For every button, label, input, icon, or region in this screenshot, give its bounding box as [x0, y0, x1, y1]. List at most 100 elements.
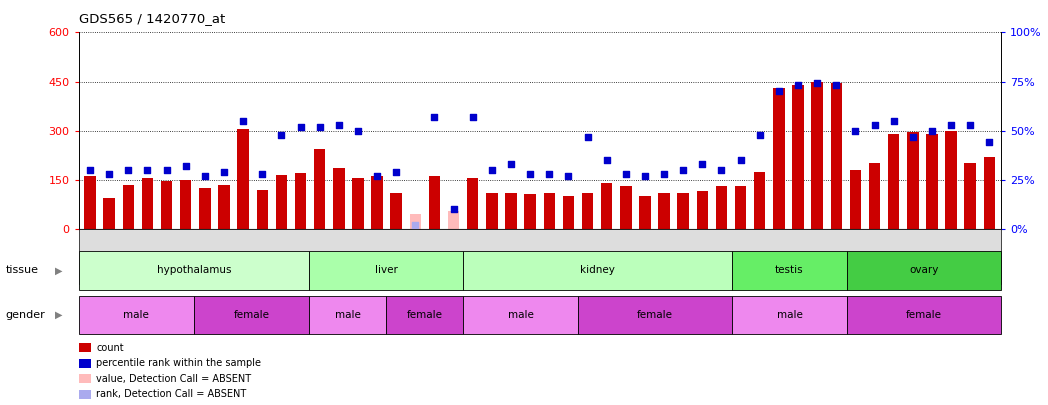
Bar — [161, 181, 172, 229]
Bar — [352, 178, 364, 229]
Point — [254, 171, 270, 177]
Point — [119, 167, 136, 173]
Point — [369, 173, 386, 179]
Point — [139, 167, 156, 173]
Text: tissue: tissue — [5, 265, 38, 275]
Bar — [294, 173, 306, 229]
Text: female: female — [905, 310, 942, 320]
Bar — [218, 185, 230, 229]
Point — [464, 114, 481, 120]
Point — [483, 167, 500, 173]
Text: hypothalamus: hypothalamus — [156, 265, 232, 275]
Point — [292, 124, 309, 130]
Point — [503, 161, 520, 167]
Point — [560, 173, 576, 179]
Bar — [582, 193, 593, 229]
Text: liver: liver — [374, 265, 397, 275]
Text: value, Detection Call = ABSENT: value, Detection Call = ABSENT — [96, 374, 252, 384]
Text: ▶: ▶ — [54, 265, 62, 275]
Bar — [276, 175, 287, 229]
Point — [886, 117, 902, 124]
Point — [407, 222, 423, 228]
Bar — [792, 85, 804, 229]
Bar — [333, 168, 345, 229]
Point — [541, 171, 558, 177]
Point — [943, 122, 960, 128]
Text: gender: gender — [5, 310, 45, 320]
Text: male: male — [777, 310, 803, 320]
Bar — [505, 193, 517, 229]
Bar — [620, 186, 632, 229]
Bar — [908, 132, 918, 229]
Text: male: male — [124, 310, 149, 320]
Point — [311, 124, 328, 130]
Point — [235, 117, 252, 124]
Bar — [945, 130, 957, 229]
Point — [580, 133, 596, 140]
Point — [675, 167, 692, 173]
Bar — [524, 194, 536, 229]
Bar — [773, 88, 785, 229]
Bar — [735, 186, 746, 229]
Point — [847, 127, 864, 134]
Bar — [180, 180, 192, 229]
Bar — [123, 185, 134, 229]
Text: kidney: kidney — [580, 265, 615, 275]
Bar — [926, 134, 938, 229]
Bar — [314, 149, 326, 229]
Bar — [371, 177, 383, 229]
Text: GDS565 / 1420770_at: GDS565 / 1420770_at — [79, 12, 225, 25]
Point — [158, 167, 175, 173]
Point — [828, 82, 845, 89]
Bar — [658, 193, 670, 229]
Point — [274, 131, 290, 138]
Text: count: count — [96, 343, 124, 353]
Bar — [429, 177, 440, 229]
Point — [904, 133, 921, 140]
Bar — [544, 193, 555, 229]
Point — [751, 131, 768, 138]
Bar — [104, 198, 115, 229]
Bar — [716, 186, 727, 229]
Text: ovary: ovary — [910, 265, 939, 275]
Point — [636, 173, 653, 179]
Bar — [831, 83, 842, 229]
Text: female: female — [407, 310, 442, 320]
Bar — [639, 196, 651, 229]
Bar — [563, 196, 574, 229]
Point — [330, 122, 347, 128]
Point — [867, 122, 883, 128]
Bar — [447, 211, 459, 229]
Text: ▶: ▶ — [54, 310, 62, 320]
Point — [350, 127, 367, 134]
Text: male: male — [334, 310, 361, 320]
Bar — [888, 134, 899, 229]
Point — [522, 171, 539, 177]
Bar — [391, 193, 402, 229]
Bar — [257, 190, 268, 229]
Bar — [984, 157, 996, 229]
Point — [598, 157, 615, 163]
Text: female: female — [637, 310, 673, 320]
Bar — [850, 170, 861, 229]
Point — [713, 167, 729, 173]
Point — [770, 88, 787, 95]
Point — [177, 163, 194, 169]
Point — [789, 82, 806, 89]
Point — [809, 80, 826, 87]
Point — [962, 122, 979, 128]
Point — [216, 168, 233, 175]
Bar — [199, 188, 211, 229]
Point — [617, 171, 634, 177]
Text: male: male — [507, 310, 533, 320]
Text: percentile rank within the sample: percentile rank within the sample — [96, 358, 261, 368]
Text: testis: testis — [776, 265, 804, 275]
Point — [82, 167, 99, 173]
Point — [923, 127, 940, 134]
Bar — [964, 163, 976, 229]
Bar — [697, 191, 708, 229]
Bar — [811, 81, 823, 229]
Point — [445, 206, 462, 212]
Point — [101, 171, 117, 177]
Point — [981, 139, 998, 146]
